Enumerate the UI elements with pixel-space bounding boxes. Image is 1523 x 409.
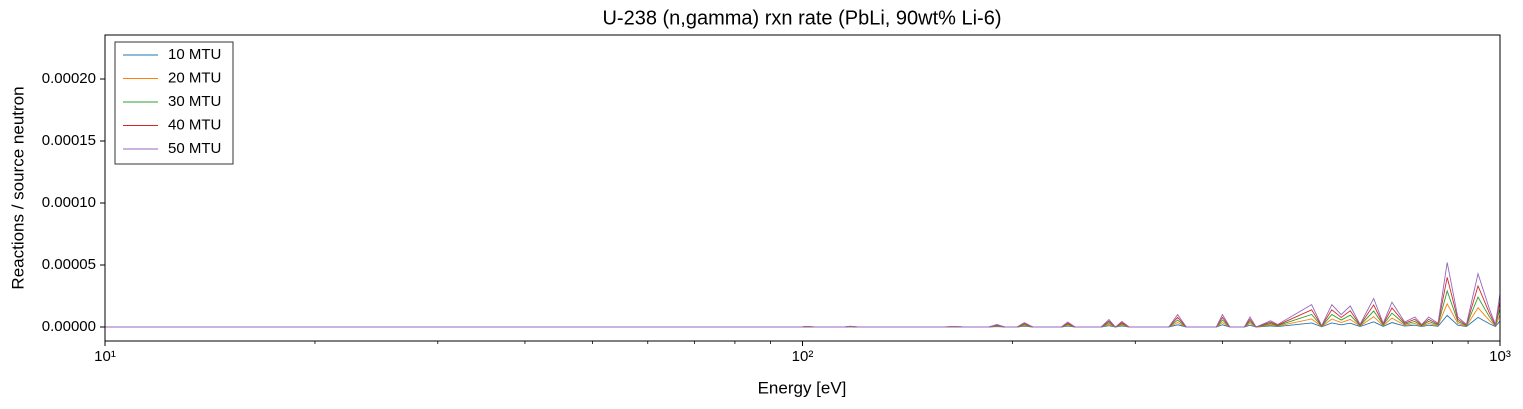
y-axis-label: Reactions / source neutron <box>8 86 27 289</box>
legend-label: 40 MTU <box>168 116 221 133</box>
x-tick-label: 10² <box>792 348 814 365</box>
legend-label: 10 MTU <box>168 46 221 63</box>
y-tick-label: 0.00020 <box>42 70 96 87</box>
series-line <box>105 277 1501 328</box>
x-tick-label: 10³ <box>1489 348 1511 365</box>
series-line <box>105 302 1501 328</box>
series-line <box>105 289 1501 328</box>
y-tick-label: 0.00015 <box>42 132 96 149</box>
plot-frame <box>104 34 1501 342</box>
x-tick-label: 10¹ <box>94 348 116 365</box>
y-tick-label: 0.00005 <box>42 256 96 273</box>
legend-label: 20 MTU <box>168 69 221 86</box>
chart-title: U-238 (n,gamma) rxn rate (PbLi, 90wt% Li… <box>602 7 1001 29</box>
legend-box <box>114 41 234 165</box>
series-line <box>105 262 1501 328</box>
y-tick-label: 0.00010 <box>42 194 96 211</box>
x-axis-label: Energy [eV] <box>758 378 847 397</box>
legend-label: 30 MTU <box>168 93 221 110</box>
y-tick-label: 0.00000 <box>42 318 96 335</box>
legend-label: 50 MTU <box>168 140 221 157</box>
